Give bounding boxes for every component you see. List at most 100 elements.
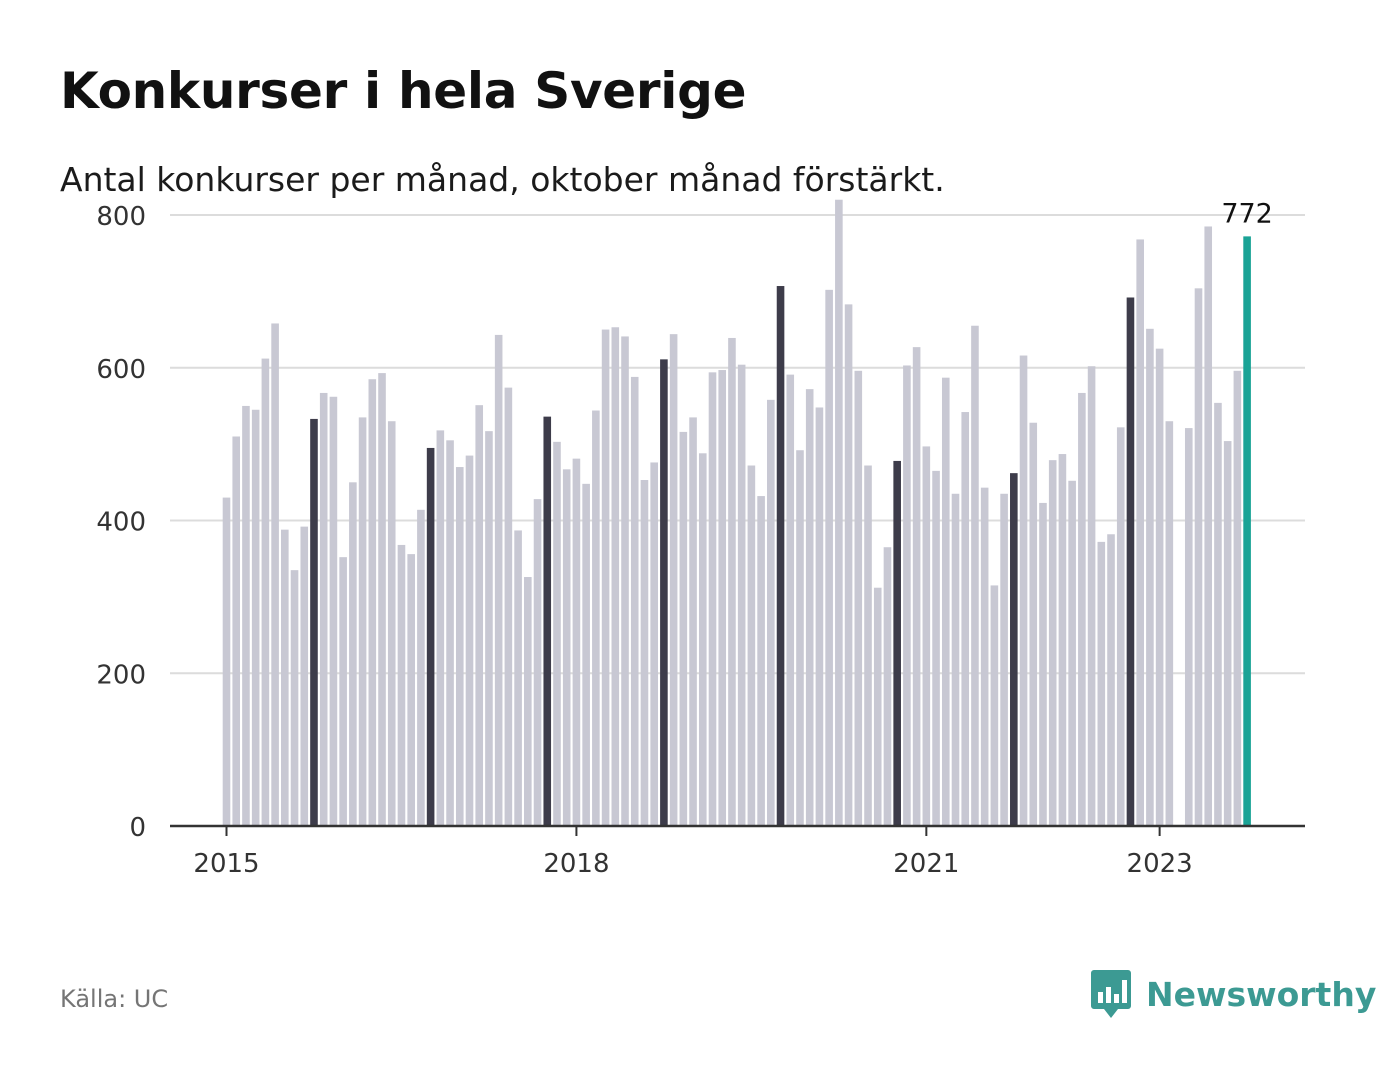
newsworthy-logo-icon	[1091, 970, 1131, 1018]
bar	[835, 199, 843, 827]
y-tick-label-600: 600	[96, 355, 146, 385]
bar	[494, 334, 503, 826]
bar	[1078, 392, 1086, 826]
bar	[524, 577, 532, 826]
bar	[543, 416, 552, 826]
bar	[1116, 427, 1125, 826]
bar	[679, 431, 688, 826]
y-tick-label-800: 800	[96, 202, 146, 232]
bar	[504, 387, 513, 826]
bar	[349, 482, 357, 826]
bar	[941, 377, 950, 826]
bar	[767, 399, 775, 826]
bar	[1010, 473, 1018, 826]
bar	[971, 325, 979, 826]
labels: 0 200 400 600 800 772 2015 2018 2021 2023	[96, 198, 1273, 879]
brand-logo[interactable]: Newsworthy	[1090, 968, 1376, 1020]
bar	[951, 493, 960, 826]
bar	[426, 447, 435, 826]
bar	[650, 462, 658, 826]
bar	[1136, 239, 1144, 826]
bar	[290, 570, 299, 826]
bar	[805, 389, 814, 826]
bar	[1146, 328, 1154, 826]
bar	[271, 323, 279, 826]
bar	[796, 450, 804, 826]
bar	[961, 412, 970, 826]
bar	[1243, 236, 1251, 826]
bar	[718, 370, 727, 826]
bar	[630, 376, 639, 826]
bar	[339, 557, 347, 826]
bar	[310, 418, 318, 826]
bar	[378, 373, 386, 826]
bar	[611, 327, 620, 826]
x-tick-label-2021: 2021	[893, 849, 959, 879]
axes	[170, 824, 1305, 836]
bar	[990, 585, 999, 826]
bar	[281, 529, 289, 826]
bar	[1087, 366, 1096, 826]
bar	[903, 365, 911, 826]
bar	[1107, 534, 1115, 826]
bar	[1223, 441, 1232, 826]
bar	[1233, 370, 1242, 826]
y-tick-label-400: 400	[96, 508, 146, 538]
chart-title: Konkurser i hela Sverige	[60, 62, 747, 120]
bar	[757, 496, 765, 826]
bar	[446, 440, 454, 826]
bar	[514, 530, 522, 826]
bar	[844, 304, 853, 826]
bar	[864, 465, 872, 826]
bar	[1068, 480, 1076, 826]
bar	[1029, 422, 1038, 826]
chart-subtitle: Antal konkurser per månad, oktober månad…	[60, 160, 945, 199]
bar	[222, 497, 231, 826]
bar	[319, 392, 328, 826]
bar	[1194, 288, 1203, 826]
bar	[873, 587, 882, 826]
bar	[932, 470, 940, 826]
bar	[1019, 355, 1028, 826]
y-tick-label-200: 200	[96, 660, 146, 690]
bar	[455, 467, 464, 826]
bar	[1048, 460, 1057, 826]
x-tick-label-2023: 2023	[1127, 849, 1193, 879]
bar	[728, 337, 736, 826]
bar	[640, 480, 649, 826]
bar	[485, 431, 493, 826]
bar	[572, 458, 581, 826]
bar	[562, 469, 571, 826]
bar	[592, 410, 600, 826]
bar	[533, 499, 542, 826]
bar	[1165, 421, 1174, 826]
bar	[1204, 226, 1213, 826]
bar	[1155, 348, 1164, 826]
bar	[1126, 297, 1135, 826]
bar	[621, 336, 629, 826]
bar	[475, 405, 484, 826]
bar	[854, 370, 863, 826]
bar	[397, 544, 406, 826]
latest-value-label: 772	[1221, 198, 1273, 229]
bar	[582, 483, 590, 826]
bar	[737, 364, 746, 826]
brand-name: Newsworthy	[1146, 974, 1377, 1014]
bar	[242, 405, 250, 826]
bar	[417, 509, 425, 826]
bar	[368, 379, 377, 826]
bar	[1000, 493, 1008, 826]
bar	[708, 372, 717, 826]
x-tick-label-2018: 2018	[543, 849, 609, 879]
bar	[251, 409, 260, 826]
bar	[387, 421, 396, 826]
bar	[1058, 454, 1067, 826]
bar	[553, 441, 561, 826]
bar	[922, 446, 931, 826]
bars	[222, 199, 1251, 827]
bar	[601, 329, 610, 826]
bar	[912, 347, 921, 826]
bar	[893, 460, 901, 826]
bar	[436, 430, 445, 826]
